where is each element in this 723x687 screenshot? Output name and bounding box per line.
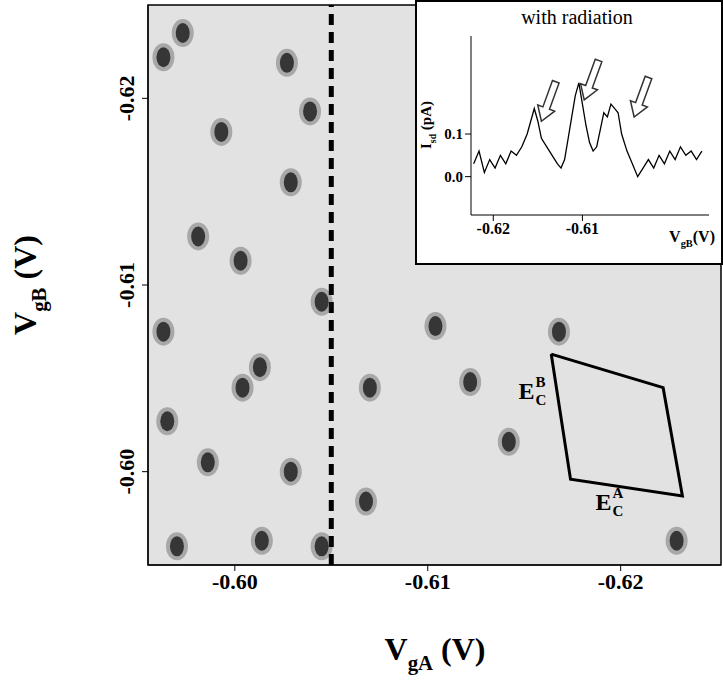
svg-text:-0.60: -0.60 — [212, 569, 258, 594]
svg-text:VgB (V): VgB (V) — [7, 235, 51, 335]
svg-text:VgB(V): VgB(V) — [669, 228, 715, 249]
svg-text:0.1: 0.1 — [444, 126, 463, 142]
svg-text:-0.62: -0.62 — [598, 569, 644, 594]
svg-text:A: A — [613, 485, 624, 501]
svg-text:E: E — [518, 378, 534, 404]
svg-text:B: B — [535, 374, 545, 390]
svg-text:-0.61: -0.61 — [405, 569, 451, 594]
svg-text:-0.61: -0.61 — [114, 262, 139, 308]
svg-text:C: C — [613, 503, 624, 519]
svg-text:VgA (V): VgA (V) — [385, 631, 486, 675]
svg-text:-0.60: -0.60 — [114, 449, 139, 495]
svg-text:-0.62: -0.62 — [477, 220, 510, 237]
svg-text:Isd (pA): Isd (pA) — [418, 101, 438, 149]
svg-text:E: E — [596, 489, 612, 515]
svg-text:-0.62: -0.62 — [114, 75, 139, 121]
svg-text:-0.61: -0.61 — [566, 220, 599, 237]
svg-text:C: C — [535, 392, 546, 408]
svg-text:0.0: 0.0 — [444, 169, 463, 185]
svg-text:with radiation: with radiation — [521, 6, 633, 28]
